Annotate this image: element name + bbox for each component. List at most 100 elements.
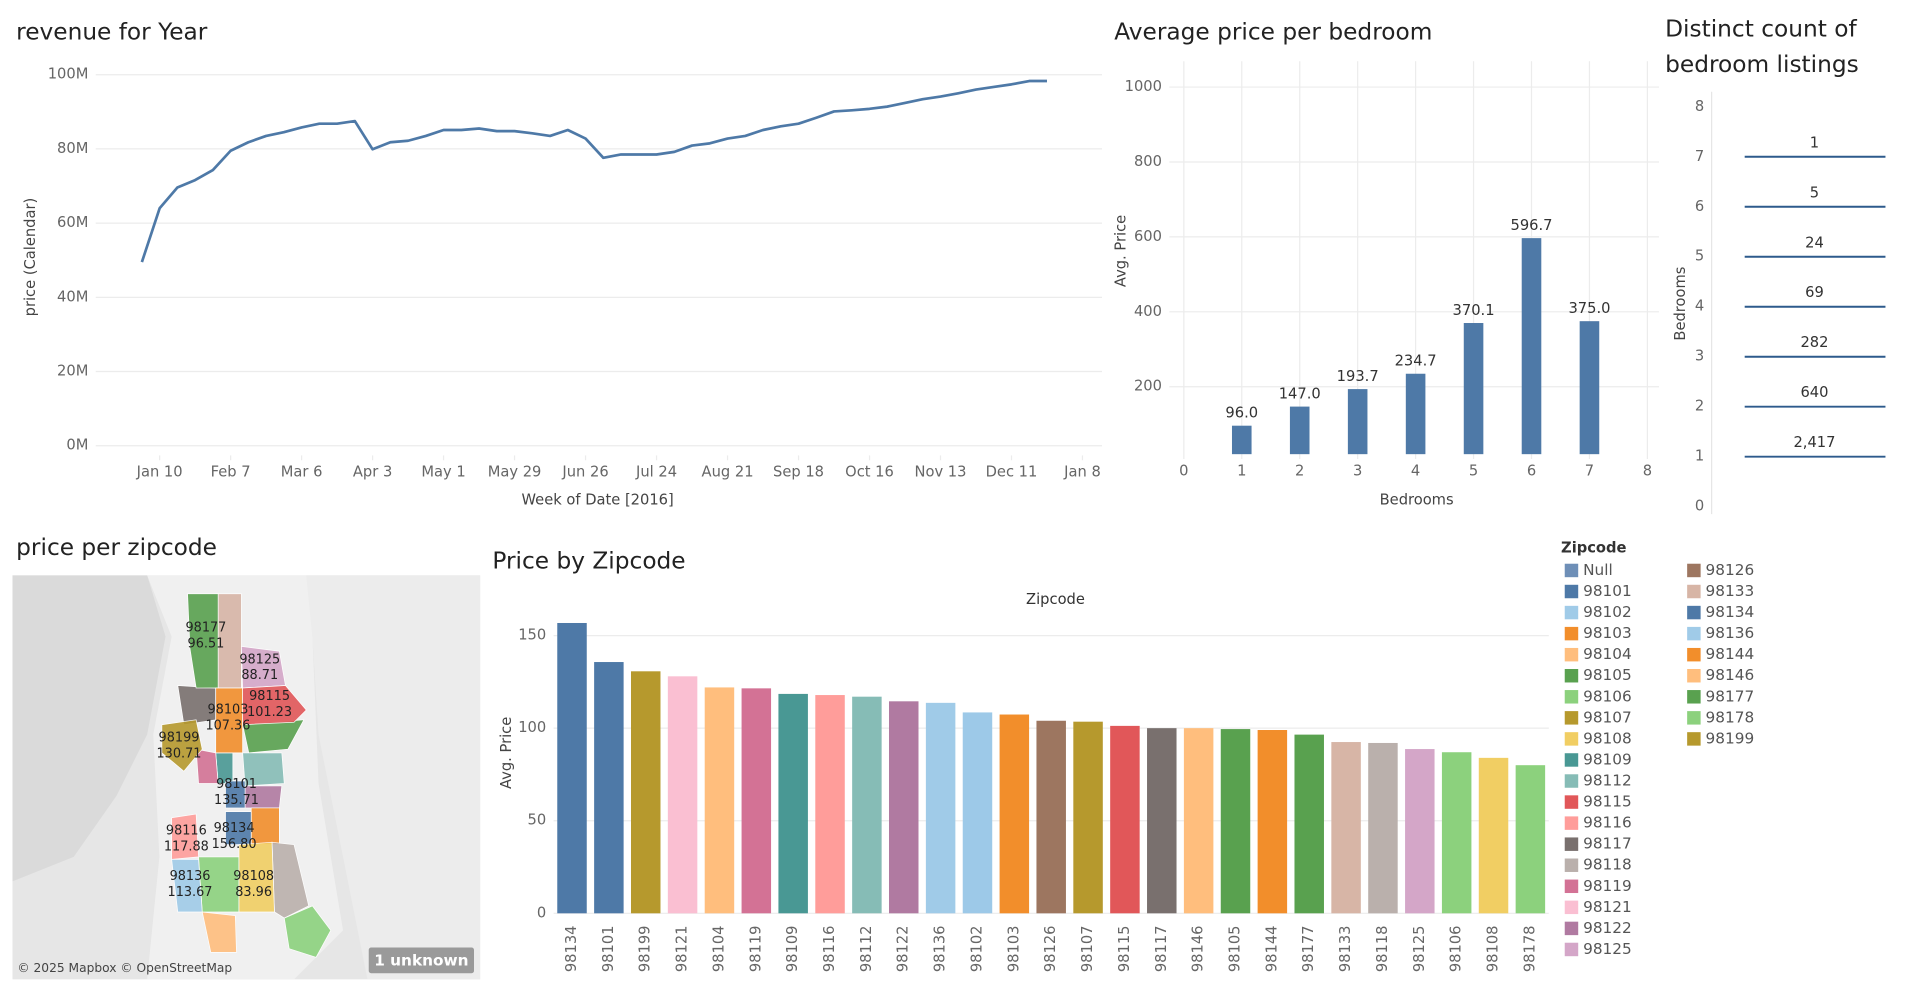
legend-label: 98104 xyxy=(1583,645,1632,663)
zip-region xyxy=(171,858,203,913)
bar xyxy=(704,687,735,914)
bar xyxy=(1478,757,1509,914)
legend-label: 98122 xyxy=(1583,919,1632,937)
legend-swatch xyxy=(1564,626,1579,641)
x-tick-label: 0 xyxy=(1179,462,1188,479)
y-tick-label: 50 xyxy=(528,812,547,829)
bar xyxy=(925,702,956,914)
bar xyxy=(667,676,698,914)
x-tick-label: 2 xyxy=(1295,462,1304,479)
x-tick-label: 1 xyxy=(1237,462,1246,479)
legend-swatch xyxy=(1564,942,1579,957)
bar xyxy=(889,701,919,914)
bar xyxy=(1110,725,1140,914)
y-axis-title: Avg. Price xyxy=(1113,215,1130,287)
legend-title: Zipcode xyxy=(1561,539,1626,556)
region-value: 156.80 xyxy=(212,837,257,852)
legend-label: 98178 xyxy=(1706,708,1755,726)
map-region xyxy=(201,911,237,953)
bar xyxy=(594,662,624,914)
legend-label: 98112 xyxy=(1583,772,1632,790)
bar xyxy=(741,688,772,914)
y-tick-label: 80M xyxy=(57,140,88,157)
zip-region xyxy=(187,593,219,689)
x-tick-label: 98136 xyxy=(932,925,949,972)
legend-label: 98199 xyxy=(1706,729,1755,747)
bar xyxy=(852,696,882,914)
y-tick-label: 7 xyxy=(1695,148,1704,165)
bar xyxy=(1368,742,1398,914)
legend-swatch xyxy=(1687,732,1701,746)
x-tick-label: 98177 xyxy=(1300,925,1317,972)
bar xyxy=(1441,752,1472,914)
legend-swatch xyxy=(1564,563,1579,578)
x-tick-label: 6 xyxy=(1527,462,1536,479)
zip-region xyxy=(225,780,246,809)
y-tick-label: 0 xyxy=(1695,498,1704,515)
zip-region xyxy=(242,685,307,726)
x-tick-label: 98117 xyxy=(1153,925,1170,972)
bar xyxy=(999,714,1030,914)
x-tick-label: 98125 xyxy=(1411,925,1428,972)
legend-label: 98177 xyxy=(1706,687,1755,705)
x-tick-label: 98102 xyxy=(968,925,985,972)
legend-swatch xyxy=(1687,711,1701,725)
legend-swatch xyxy=(1564,647,1579,662)
region-value: 130.71 xyxy=(157,747,202,762)
x-tick-label: 3 xyxy=(1353,462,1362,479)
region-value: 113.67 xyxy=(168,885,213,900)
data-label: 596.7 xyxy=(1511,217,1553,234)
unknown-label: 1 unknown xyxy=(374,951,468,969)
legend-label: 98119 xyxy=(1583,877,1632,895)
legend-label: 98136 xyxy=(1706,624,1755,642)
y-tick-label: 400 xyxy=(1134,303,1162,320)
region-label: 98115 xyxy=(249,689,290,704)
region-value: 117.88 xyxy=(164,840,209,855)
x-tick-label: 98101 xyxy=(600,925,617,972)
bar xyxy=(1294,734,1324,914)
legend-label: 98117 xyxy=(1583,835,1632,853)
zip-region xyxy=(215,687,244,754)
x-axis-title: Bedrooms xyxy=(1380,492,1454,509)
legend-swatch xyxy=(1687,669,1701,683)
map-region xyxy=(195,748,219,784)
x-tick-label: Aug 21 xyxy=(702,464,754,481)
x-tick-label: 98105 xyxy=(1227,925,1244,972)
chart-title: Average price per bedroom xyxy=(1114,19,1432,46)
x-tick-label: Apr 3 xyxy=(353,464,392,481)
data-label: 1 xyxy=(1810,134,1819,151)
region-label: 98108 xyxy=(233,869,274,884)
bar xyxy=(1405,373,1426,455)
map-region xyxy=(283,905,332,958)
zip-region xyxy=(238,841,275,913)
bar xyxy=(1073,721,1103,914)
x-tick-label: Sep 18 xyxy=(773,464,824,481)
chart-title: Distinct count of bedroom listings xyxy=(1665,15,1859,79)
region-value: 107.36 xyxy=(205,718,250,733)
legend-swatch xyxy=(1564,690,1579,704)
x-tick-label: Feb 7 xyxy=(211,464,251,481)
y-tick-label: 800 xyxy=(1134,153,1162,170)
legend-swatch xyxy=(1687,563,1701,578)
legend-swatch xyxy=(1564,605,1579,620)
bar xyxy=(1183,728,1214,914)
bar xyxy=(1147,728,1177,914)
legend-label: 98101 xyxy=(1583,582,1632,600)
legend-swatch xyxy=(1687,584,1701,599)
y-tick-label: 0 xyxy=(537,904,546,921)
region-value: 135.71 xyxy=(214,793,259,808)
data-label: 96.0 xyxy=(1225,404,1258,421)
x-axis-title: Zipcode xyxy=(1026,591,1085,608)
legend-swatch xyxy=(1564,795,1579,809)
legend-label: 98108 xyxy=(1583,729,1632,747)
data-label: 234.7 xyxy=(1395,352,1437,369)
y-axis-title: price (Calendar) xyxy=(22,198,39,317)
legend-swatch xyxy=(1687,626,1701,641)
legend-label: 98105 xyxy=(1583,666,1632,684)
bar xyxy=(962,712,993,914)
data-label: 640 xyxy=(1800,384,1828,401)
region-value: 101.23 xyxy=(247,705,292,720)
bar xyxy=(1331,742,1361,914)
bar xyxy=(1405,749,1435,914)
region-label: 98134 xyxy=(214,821,255,836)
